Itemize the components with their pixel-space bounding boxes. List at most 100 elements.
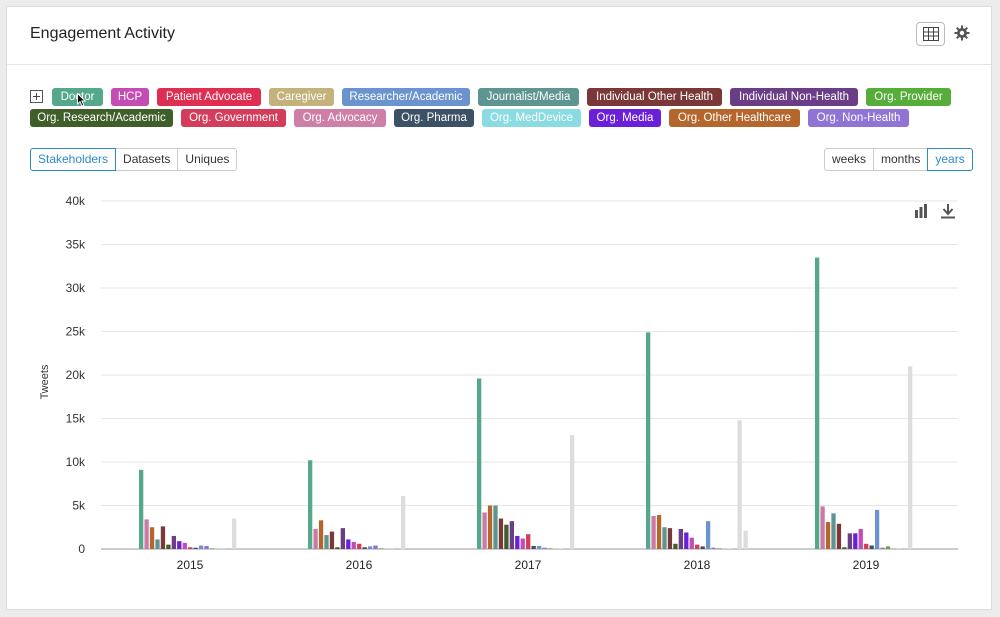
bar bbox=[335, 547, 340, 549]
bar bbox=[558, 548, 564, 549]
expand-legend-icon[interactable] bbox=[30, 90, 43, 103]
tab-datasets[interactable]: Datasets bbox=[115, 148, 179, 171]
bar bbox=[144, 519, 149, 549]
bar bbox=[389, 548, 395, 549]
bar bbox=[166, 544, 171, 549]
bar bbox=[482, 512, 487, 549]
bar bbox=[711, 547, 716, 549]
tag-caregiver[interactable]: Caregiver bbox=[269, 88, 334, 106]
mouse-cursor-icon bbox=[77, 93, 87, 107]
engagement-panel: Engagement Activity Doctor HCP P bbox=[6, 6, 992, 610]
bar bbox=[324, 535, 329, 549]
bar bbox=[329, 531, 335, 549]
panel-header: Engagement Activity bbox=[7, 7, 991, 65]
y-tick-label: 0 bbox=[78, 542, 85, 556]
tag-org-meddevice[interactable]: Org. MedDevice bbox=[482, 109, 581, 127]
bar bbox=[384, 548, 389, 549]
y-tick-label: 5k bbox=[72, 499, 86, 513]
panel-title: Engagement Activity bbox=[30, 25, 175, 42]
bar bbox=[891, 548, 896, 549]
bar bbox=[689, 537, 694, 549]
tab-years[interactable]: years bbox=[927, 148, 973, 171]
bar bbox=[504, 524, 509, 549]
bar bbox=[853, 533, 858, 549]
bar bbox=[520, 538, 525, 549]
tag-patient-advocate[interactable]: Patient Advocate bbox=[157, 88, 261, 106]
table-icon bbox=[923, 27, 939, 41]
bar bbox=[842, 547, 847, 549]
bar bbox=[656, 515, 662, 549]
bar-chart-icon[interactable] bbox=[914, 204, 928, 218]
tab-weeks[interactable]: weeks bbox=[824, 148, 875, 171]
bar bbox=[182, 542, 187, 549]
x-tick-label: 2016 bbox=[346, 558, 373, 572]
bar bbox=[880, 547, 885, 549]
tag-org-media[interactable]: Org. Media bbox=[589, 109, 661, 127]
y-tick-label: 30k bbox=[66, 281, 86, 295]
tab-stakeholders[interactable]: Stakeholders bbox=[30, 148, 117, 171]
bar bbox=[820, 506, 825, 549]
bar bbox=[198, 545, 204, 549]
bar bbox=[858, 528, 863, 549]
bar bbox=[547, 548, 553, 549]
x-tick-label: 2017 bbox=[515, 558, 542, 572]
bar bbox=[373, 545, 378, 549]
bar bbox=[847, 533, 852, 549]
bar bbox=[215, 548, 220, 549]
bar bbox=[874, 509, 880, 549]
bar bbox=[727, 548, 733, 549]
view-toggle: Stakeholders Datasets Uniques bbox=[30, 148, 238, 171]
bar bbox=[351, 542, 356, 549]
bar bbox=[401, 495, 406, 549]
bar bbox=[646, 332, 651, 549]
bar bbox=[193, 547, 198, 549]
tab-uniques[interactable]: Uniques bbox=[177, 148, 238, 171]
x-tick-label: 2018 bbox=[684, 558, 711, 572]
table-view-button[interactable] bbox=[916, 22, 945, 46]
download-icon[interactable] bbox=[940, 203, 956, 219]
bar bbox=[673, 543, 678, 549]
tag-hcp[interactable]: HCP bbox=[111, 88, 149, 106]
bar bbox=[498, 518, 504, 549]
bar bbox=[864, 543, 869, 549]
bar bbox=[531, 545, 536, 549]
tag-org-provider[interactable]: Org. Provider bbox=[866, 88, 951, 106]
bar bbox=[553, 548, 558, 549]
bar bbox=[896, 548, 902, 549]
tag-org-non-health[interactable]: Org. Non-Health bbox=[808, 109, 909, 127]
bar bbox=[493, 505, 498, 549]
gear-icon[interactable] bbox=[954, 25, 970, 41]
tag-org-advocacy[interactable]: Org. Advocacy bbox=[294, 109, 386, 127]
bar bbox=[346, 539, 351, 549]
bar bbox=[171, 535, 176, 549]
bar bbox=[378, 548, 384, 549]
x-tick-label: 2019 bbox=[853, 558, 880, 572]
bar bbox=[204, 545, 209, 549]
bar bbox=[340, 528, 345, 549]
bar bbox=[220, 548, 226, 549]
y-tick-label: 10k bbox=[66, 455, 86, 469]
bar bbox=[885, 546, 891, 549]
y-tick-label: 40k bbox=[66, 194, 86, 208]
bar bbox=[716, 548, 722, 549]
tag-individual-other-health[interactable]: Individual Other Health bbox=[587, 88, 722, 106]
tag-org-other-healthcare[interactable]: Org. Other Healthcare bbox=[669, 109, 800, 127]
tag-org-pharma[interactable]: Org. Pharma bbox=[394, 109, 474, 127]
tag-journalist-media[interactable]: Journalist/Media bbox=[478, 88, 579, 106]
bar bbox=[836, 523, 842, 549]
bar bbox=[160, 526, 166, 549]
bar bbox=[232, 518, 237, 549]
bar bbox=[357, 543, 362, 549]
y-tick-label: 25k bbox=[66, 325, 86, 339]
tag-researcher-academic[interactable]: Researcher/Academic bbox=[342, 88, 470, 106]
bar bbox=[542, 547, 547, 549]
bar bbox=[705, 521, 711, 549]
bar bbox=[536, 545, 542, 549]
y-tick-label: 15k bbox=[66, 412, 86, 426]
tag-org-research-academic[interactable]: Org. Research/Academic bbox=[30, 109, 173, 127]
tag-org-government[interactable]: Org. Government bbox=[181, 109, 286, 127]
bar bbox=[737, 420, 742, 549]
tag-individual-non-health[interactable]: Individual Non-Health bbox=[730, 88, 858, 106]
bar bbox=[155, 539, 160, 549]
